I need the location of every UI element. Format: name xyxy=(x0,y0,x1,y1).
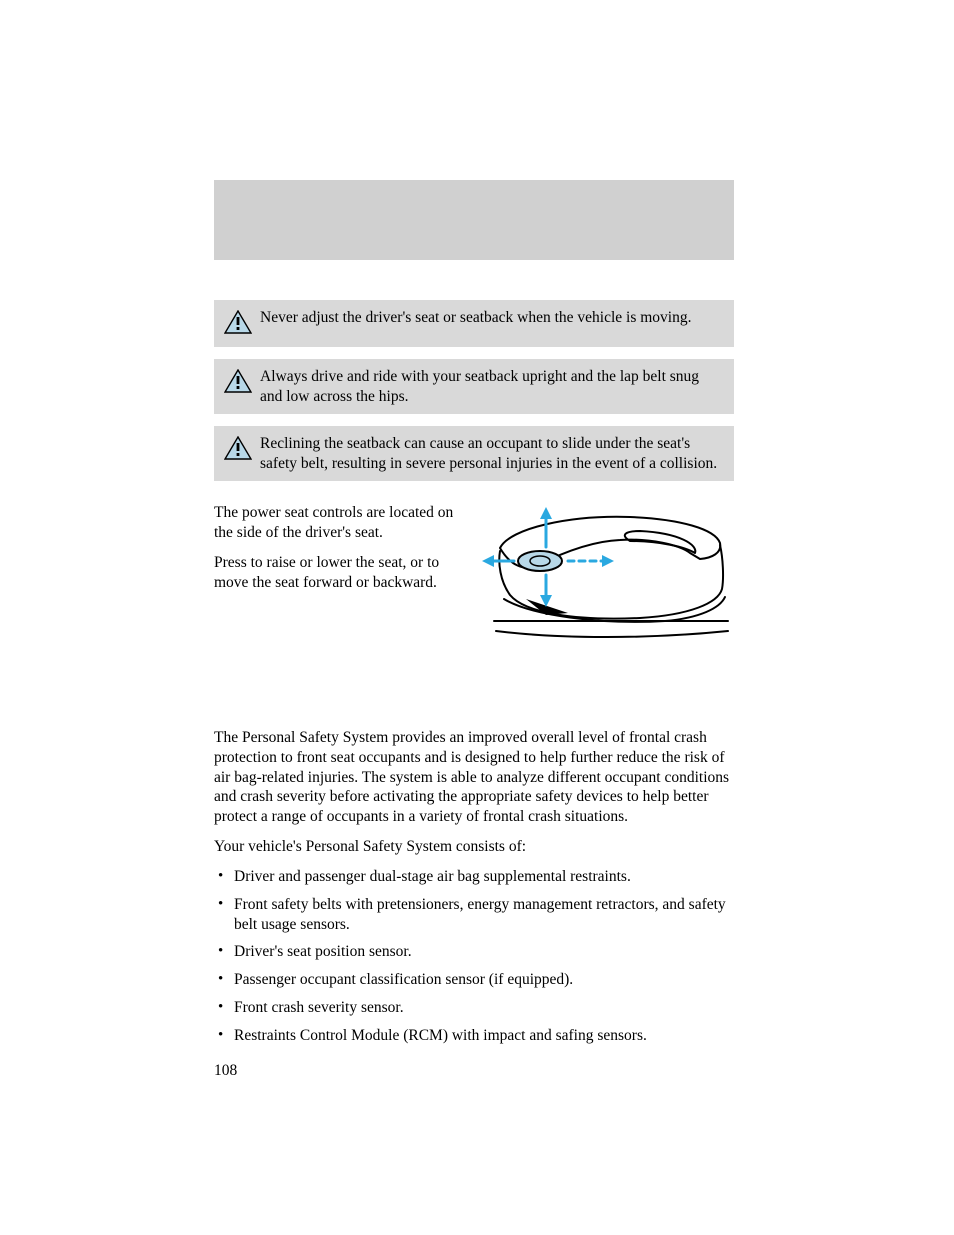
list-item-text: Driver and passenger dual-stage air bag … xyxy=(234,868,631,885)
power-seat-text: The power seat controls are located on t… xyxy=(214,503,462,648)
warning-icon xyxy=(224,436,252,465)
list-item: Passenger occupant classification sensor… xyxy=(214,970,734,990)
power-seat-row: The power seat controls are located on t… xyxy=(214,503,734,648)
list-item: Driver's seat position sensor. xyxy=(214,942,734,962)
safety-system-intro: The Personal Safety System provides an i… xyxy=(214,728,734,827)
warning-icon xyxy=(224,369,252,398)
safety-system-lead: Your vehicle's Personal Safety System co… xyxy=(214,837,734,857)
list-item: Front crash severity sensor. xyxy=(214,998,734,1018)
seat-control-diagram xyxy=(480,503,730,648)
warning-text-3: Reclining the seatback can cause an occu… xyxy=(260,435,717,471)
warning-icon xyxy=(224,310,252,339)
power-seat-instruction-text: Press to raise or lower the seat, or to … xyxy=(214,553,462,593)
power-seat-location-text: The power seat controls are located on t… xyxy=(214,503,462,543)
warning-box-3: Reclining the seatback can cause an occu… xyxy=(214,426,734,481)
list-item: Restraints Control Module (RCM) with imp… xyxy=(214,1026,734,1046)
list-item: Front safety belts with pretensioners, e… xyxy=(214,895,734,935)
warning-box-1: Never adjust the driver's seat or seatba… xyxy=(214,300,734,347)
list-item-text: Front safety belts with pretensioners, e… xyxy=(234,896,726,933)
header-bar xyxy=(214,180,734,260)
page-content: Never adjust the driver's seat or seatba… xyxy=(214,180,734,1080)
safety-system-list: Driver and passenger dual-stage air bag … xyxy=(214,867,734,1046)
warning-text-1: Never adjust the driver's seat or seatba… xyxy=(260,308,724,327)
warning-box-2: Always drive and ride with your seatback… xyxy=(214,359,734,414)
warning-text-2: Always drive and ride with your seatback… xyxy=(260,367,724,406)
list-item-text: Restraints Control Module (RCM) with imp… xyxy=(234,1027,647,1044)
list-item-text: Driver's seat position sensor. xyxy=(234,943,412,960)
list-item-text: Front crash severity sensor. xyxy=(234,999,404,1016)
list-item-text: Passenger occupant classification sensor… xyxy=(234,971,573,988)
list-item: Driver and passenger dual-stage air bag … xyxy=(214,867,734,887)
page-number: 108 xyxy=(214,1062,734,1080)
